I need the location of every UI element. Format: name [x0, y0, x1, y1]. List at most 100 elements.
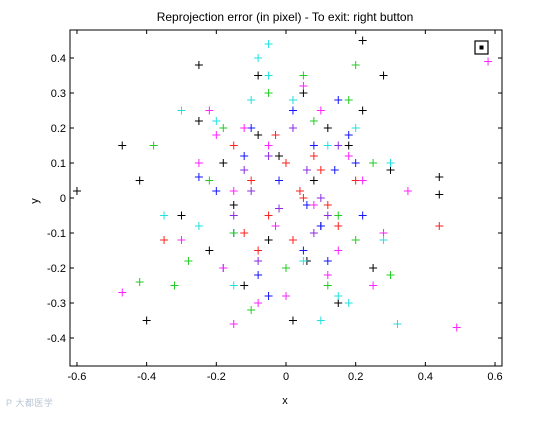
y-axis-ticks: 0.4 0.3 0.2 0.1 0 -0.1 -0.2 -0.3 -0.4 — [47, 53, 502, 345]
x-tick-label: -0.6 — [67, 371, 86, 383]
x-tick-label: 0 — [283, 371, 289, 383]
data-point — [184, 257, 193, 265]
data-point — [358, 106, 367, 115]
data-point — [194, 159, 203, 167]
data-point — [379, 236, 388, 244]
chart-title: Reprojection error (in pixel) - To exit:… — [157, 10, 414, 24]
data-point — [299, 246, 308, 255]
data-point — [288, 124, 297, 132]
data-point — [282, 264, 290, 272]
data-point — [264, 71, 273, 80]
data-point — [386, 271, 395, 279]
data-point — [323, 201, 332, 209]
data-point — [72, 187, 81, 195]
data-point — [149, 141, 158, 150]
data-point — [309, 176, 318, 185]
data-point — [240, 152, 249, 160]
x-axis-ticks: -0.6 -0.4 -0.2 0 0.2 0.4 0.6 — [67, 30, 503, 383]
data-point — [334, 292, 343, 300]
data-point — [299, 194, 308, 202]
data-point — [302, 201, 311, 209]
data-point — [344, 141, 353, 150]
data-point — [403, 187, 412, 195]
data-point — [170, 281, 179, 290]
plot-area[interactable] — [69, 29, 503, 367]
y-tick-label: 0 — [60, 193, 66, 205]
data-point — [316, 222, 325, 230]
data-point — [160, 211, 169, 220]
data-point — [271, 131, 280, 139]
data-point — [309, 152, 318, 160]
data-point — [344, 96, 353, 104]
data-point — [240, 229, 249, 237]
data-point — [302, 166, 311, 174]
data-point — [334, 222, 343, 230]
data-point — [177, 236, 186, 244]
data-point — [254, 131, 263, 139]
data-point — [118, 141, 127, 150]
y-tick-label: -0.3 — [47, 298, 66, 310]
data-point — [323, 271, 332, 279]
data-point — [351, 124, 360, 132]
data-point — [275, 176, 284, 185]
data-point — [240, 166, 249, 174]
data-point — [205, 176, 214, 185]
marker-box-icon[interactable] — [474, 40, 489, 55]
data-point — [212, 117, 221, 125]
data-point — [194, 173, 203, 181]
y-tick-label: -0.1 — [47, 228, 66, 240]
data-point — [229, 211, 238, 220]
data-point — [323, 257, 332, 265]
data-point — [369, 264, 378, 272]
data-point — [299, 89, 308, 97]
data-point — [288, 316, 297, 325]
data-point — [264, 89, 273, 97]
data-point — [247, 306, 256, 314]
data-point — [369, 159, 378, 167]
data-point — [282, 292, 290, 300]
data-point — [229, 320, 238, 328]
y-axis-label: y — [29, 198, 41, 204]
data-point — [334, 299, 343, 307]
data-point — [219, 159, 228, 167]
data-point — [369, 281, 378, 290]
data-point — [323, 211, 332, 220]
x-tick-label: -0.4 — [137, 371, 156, 383]
y-tick-label: 0.1 — [51, 158, 66, 170]
y-tick-label: 0.2 — [51, 123, 66, 135]
data-point — [254, 271, 263, 279]
data-point — [254, 246, 263, 255]
data-point — [205, 246, 214, 255]
data-point — [435, 222, 444, 230]
data-point — [247, 124, 256, 132]
data-point — [344, 152, 353, 160]
data-point — [271, 222, 280, 230]
data-point — [452, 323, 461, 332]
data-point — [288, 96, 297, 104]
data-point — [160, 236, 169, 244]
data-point — [344, 131, 353, 139]
data-point — [254, 54, 263, 62]
data-point — [282, 159, 290, 167]
data-point — [351, 61, 360, 69]
data-point — [212, 131, 221, 139]
data-point — [194, 117, 203, 125]
data-point — [330, 166, 339, 174]
data-point — [254, 71, 263, 80]
data-point — [334, 141, 343, 150]
data-point — [323, 141, 332, 150]
data-point — [219, 264, 228, 272]
data-point — [334, 211, 343, 220]
data-point — [299, 82, 308, 90]
data-point — [254, 257, 263, 265]
data-point — [386, 166, 395, 174]
data-point — [247, 96, 256, 104]
x-tick-label: 0.6 — [487, 371, 502, 383]
data-point — [177, 106, 186, 115]
data-point — [205, 106, 214, 115]
data-point — [254, 299, 263, 307]
data-point — [323, 124, 332, 132]
data-point — [288, 106, 297, 115]
data-point — [299, 71, 308, 80]
y-tick-label: 0.4 — [51, 53, 66, 65]
